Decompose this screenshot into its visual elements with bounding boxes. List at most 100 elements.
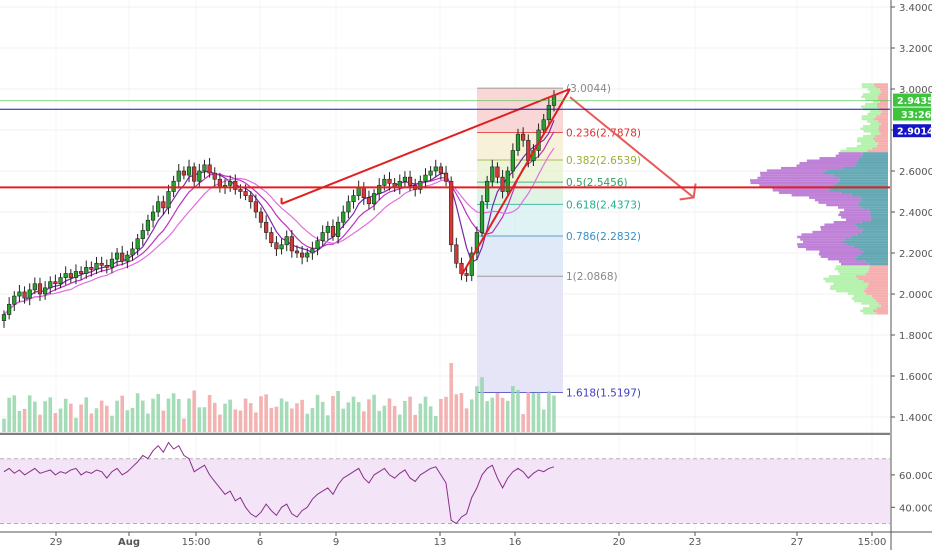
volume-profile-bar (879, 88, 888, 91)
volume-bar (27, 395, 32, 432)
volume-profile-bar (869, 262, 888, 266)
volume-profile-bar (869, 267, 888, 271)
volume-bar (130, 407, 135, 432)
candle-body (300, 252, 305, 258)
volume-profile-bar (858, 159, 888, 162)
volume-profile-bar (860, 309, 874, 313)
volume-profile-bar (878, 302, 888, 305)
volume-profile-bar (863, 280, 888, 283)
candle-body (310, 248, 315, 254)
volume-profile-bar (838, 206, 862, 209)
volume-bar (197, 407, 202, 432)
volume-profile-bar (861, 85, 876, 89)
volume-profile-bar (877, 105, 888, 108)
candle-body (99, 262, 104, 266)
volume-bar (469, 399, 474, 432)
price-axis-label: 2.4000 (899, 208, 932, 219)
volume-profile-bar (827, 169, 888, 172)
volume-profile-bar (875, 134, 888, 138)
volume-profile-bar (800, 238, 847, 241)
volume-bar (17, 410, 22, 432)
volume-profile-bar (802, 240, 843, 244)
volume-profile-bar (876, 307, 888, 310)
candle-body (433, 166, 438, 172)
candle-body (546, 105, 551, 121)
candle-body (464, 273, 469, 276)
volume-bar (377, 410, 382, 432)
candle-body (63, 273, 68, 278)
fib-level-label: 0.382(2.6539) (566, 155, 641, 167)
time-axis-label: 15:00 (182, 537, 211, 548)
volume-profile-bar (861, 206, 888, 209)
wedge-upper-trendline (281, 88, 571, 205)
volume-bar (547, 391, 551, 432)
volume-profile-bar (838, 213, 871, 217)
volume-bar (99, 400, 104, 432)
time-axis-label: 6 (257, 537, 263, 548)
volume-profile-bar (826, 203, 858, 207)
volume-profile-bar (837, 270, 869, 273)
volume-bar (79, 404, 83, 432)
rsi-band (0, 458, 890, 524)
candle-body (356, 187, 361, 196)
moving-average-line (3, 147, 555, 315)
volume-bar (110, 415, 114, 432)
volume-bar (120, 395, 125, 432)
volume-profile-bar (818, 253, 861, 256)
time-axis-label: 27 (791, 537, 804, 548)
volume-profile-bar (862, 152, 888, 155)
projection-arrow (569, 96, 695, 199)
candle-body (366, 197, 372, 205)
volume-profile-bar (838, 260, 866, 263)
volume-profile-bar (846, 238, 888, 241)
volume-profile-bar (860, 127, 879, 130)
volume-profile-bar (812, 230, 862, 234)
volume-profile-bar (870, 122, 881, 126)
volume-profile-bar (778, 191, 841, 194)
volume-bar (187, 398, 191, 432)
volume-bar (284, 401, 289, 432)
candle-body (485, 180, 490, 203)
volume-profile-bar (861, 221, 888, 224)
volume-profile-bar (868, 270, 888, 273)
volume-profile-bar (836, 265, 870, 268)
candle-body (212, 172, 217, 180)
volume-bar (444, 396, 448, 432)
time-axis-label: 15:00 (858, 537, 887, 548)
volume-bar (105, 405, 109, 432)
wedge-lower-trendline (460, 88, 571, 277)
price-axis-label: 2.0000 (899, 290, 932, 301)
candle-body (53, 281, 58, 285)
volume-profile-bar (879, 100, 888, 103)
candle-body (27, 289, 32, 299)
candle-body (181, 170, 187, 176)
volume-profile-bar (877, 144, 888, 148)
volume-bar (12, 395, 17, 432)
time-axis-label: Aug (118, 537, 140, 548)
candle-body (89, 267, 94, 270)
volume-profile-bar (880, 122, 888, 126)
volume-bar (74, 417, 78, 432)
volume-bar (315, 394, 320, 432)
volume-bar (238, 410, 243, 432)
volume-bar (480, 377, 484, 432)
candle-body (428, 170, 433, 176)
volume-profile-bar (834, 267, 870, 271)
volume-bar (269, 407, 274, 432)
candle-body (382, 178, 387, 186)
candle-body (418, 180, 423, 190)
volume-profile-bar (842, 240, 888, 244)
candle-body (443, 172, 449, 182)
volume-bar (295, 403, 299, 432)
volume-bar (362, 411, 366, 432)
volume-profile-bar (819, 157, 860, 160)
candle-body (140, 230, 145, 239)
candle-body (17, 291, 22, 297)
volume-profile-bar (796, 164, 855, 167)
volume-profile-bar (829, 287, 866, 290)
volume-profile-bar (797, 245, 854, 249)
volume-profile-bar (839, 211, 870, 214)
volume-profile-bar (861, 230, 888, 234)
candle-body (325, 226, 330, 233)
